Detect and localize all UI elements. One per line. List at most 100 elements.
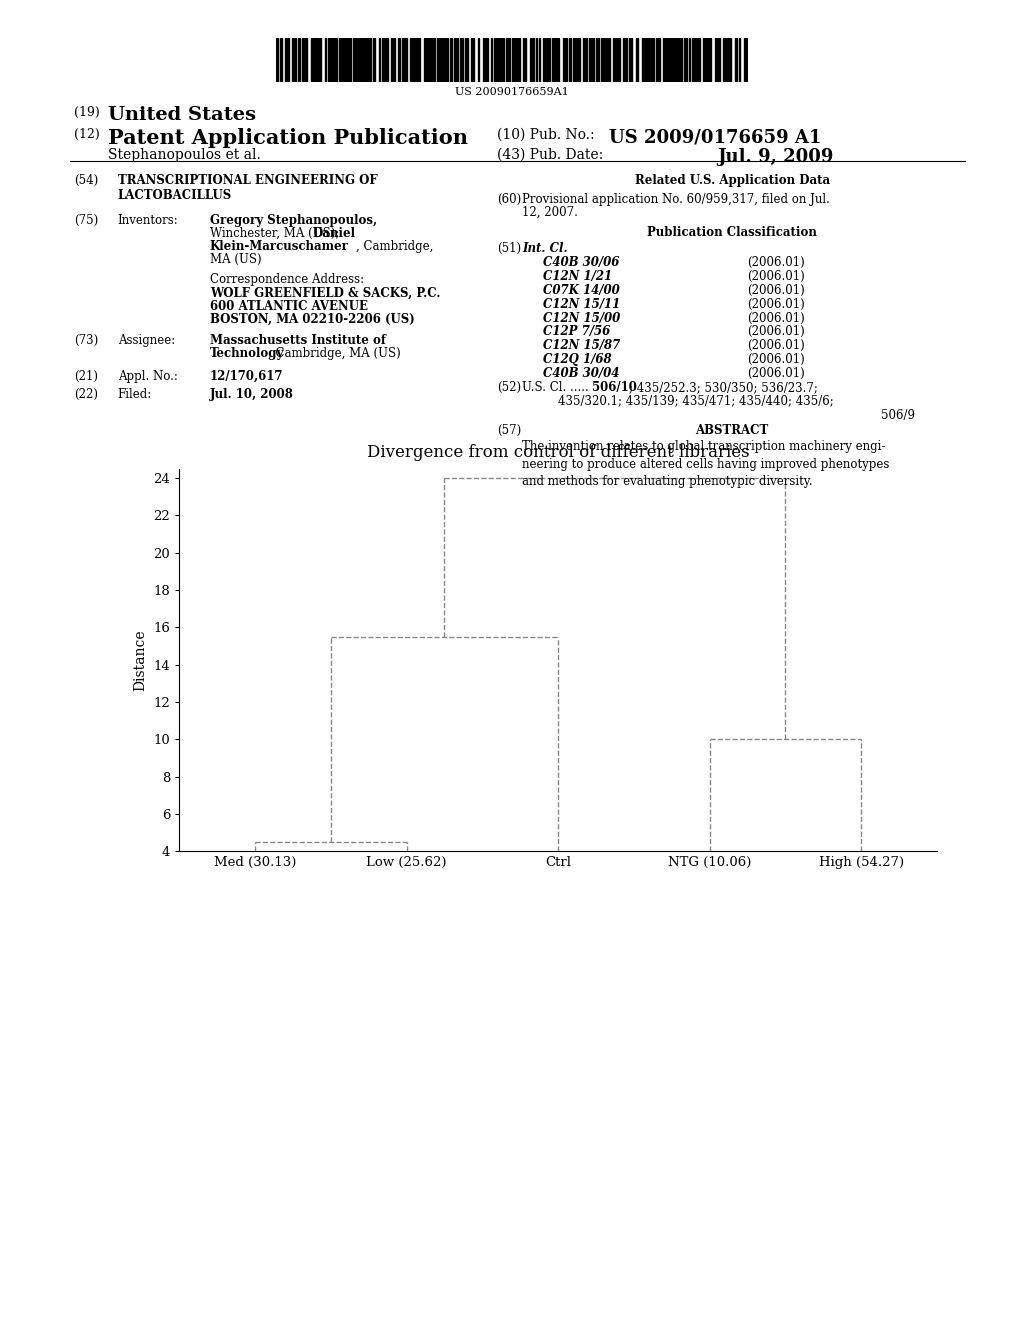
Text: 600 ATLANTIC AVENUE: 600 ATLANTIC AVENUE [210,300,368,313]
Bar [613,38,618,82]
Bar [589,38,592,82]
Bar [450,38,452,82]
Text: Massachusetts Institute of: Massachusetts Institute of [210,334,386,347]
Bar [702,38,707,82]
Bar [495,38,496,82]
Bar [593,38,594,82]
Text: (21): (21) [74,370,97,383]
Bar [310,38,311,82]
Title: Divergence from control of different libraries: Divergence from control of different lib… [367,445,750,462]
Bar [302,38,305,82]
Bar [410,38,411,82]
Bar [607,38,609,82]
Bar [529,38,530,82]
Bar [641,38,643,82]
Bar [659,38,660,82]
Bar [465,38,468,82]
Bar [663,38,666,82]
Bar [276,38,278,82]
Text: (2006.01): (2006.01) [748,284,805,297]
Text: (22): (22) [74,388,97,401]
Bar [734,38,737,82]
Bar [386,38,388,82]
Bar [345,38,347,82]
Text: C40B 30/04: C40B 30/04 [543,367,620,380]
Bar [433,38,435,82]
Text: (57): (57) [497,424,521,437]
Bar [686,38,687,82]
Text: C40B 30/06: C40B 30/06 [543,256,620,269]
Bar [471,38,474,82]
Text: Assignee:: Assignee: [118,334,175,347]
Bar [447,38,449,82]
Bar [455,38,458,82]
Text: ABSTRACT: ABSTRACT [695,424,769,437]
Bar [652,38,654,82]
Text: Winchester, MA (US);: Winchester, MA (US); [210,227,343,240]
Bar [497,38,500,82]
Bar [485,38,488,82]
Text: The invention relates to global transcription machinery engi-
neering to produce: The invention relates to global transcri… [522,440,890,488]
Bar [677,38,682,82]
Bar [325,38,326,82]
Bar [708,38,711,82]
Bar [644,38,645,82]
Bar [428,38,432,82]
Text: Related U.S. Application Data: Related U.S. Application Data [635,174,829,187]
Bar [744,38,748,82]
Text: WOLF GREENFIELD & SACKS, P.C.: WOLF GREENFIELD & SACKS, P.C. [210,286,440,300]
Text: (12): (12) [74,128,99,141]
Bar [298,38,300,82]
Bar [391,38,393,82]
Bar [674,38,676,82]
Bar [334,38,337,82]
Bar [313,38,317,82]
Text: (73): (73) [74,334,98,347]
Bar [598,38,599,82]
Bar [329,38,333,82]
Bar [543,38,546,82]
Bar [361,38,364,82]
Bar [306,38,307,82]
Bar [460,38,463,82]
Bar [482,38,483,82]
Text: Publication Classification: Publication Classification [647,226,817,239]
Text: 506/10: 506/10 [592,380,637,393]
Bar [379,38,380,82]
Bar [596,38,597,82]
Bar [558,38,559,82]
Bar [698,38,700,82]
Text: Provisional application No. 60/959,317, filed on Jul.: Provisional application No. 60/959,317, … [522,193,830,206]
Bar [285,38,290,82]
Bar [718,38,721,82]
Bar [723,38,725,82]
Bar [552,38,557,82]
Text: United States: United States [108,106,256,124]
Bar [394,38,395,82]
Bar [655,38,658,82]
Bar [636,38,638,82]
Text: 12, 2007.: 12, 2007. [522,206,579,219]
Bar [692,38,697,82]
Bar [688,38,690,82]
Bar [667,38,670,82]
Text: (2006.01): (2006.01) [748,297,805,310]
Text: Gregory Stephanopoulos,: Gregory Stephanopoulos, [210,214,377,227]
Bar [318,38,322,82]
Text: (10) Pub. No.:: (10) Pub. No.: [497,128,594,143]
Text: 506/9: 506/9 [881,408,914,421]
Bar [416,38,420,82]
Text: C07K 14/00: C07K 14/00 [543,284,620,297]
Bar [684,38,685,82]
Bar [295,38,297,82]
Bar [547,38,550,82]
Bar [536,38,537,82]
Text: Jul. 10, 2008: Jul. 10, 2008 [210,388,294,401]
Text: LACTOBACILLUS: LACTOBACILLUS [118,189,232,202]
Bar [357,38,360,82]
Bar [443,38,446,82]
Text: C12N 15/11: C12N 15/11 [543,297,620,310]
Text: (2006.01): (2006.01) [748,339,805,352]
Bar [514,38,517,82]
Text: Stephanopoulos et al.: Stephanopoulos et al. [108,148,260,162]
